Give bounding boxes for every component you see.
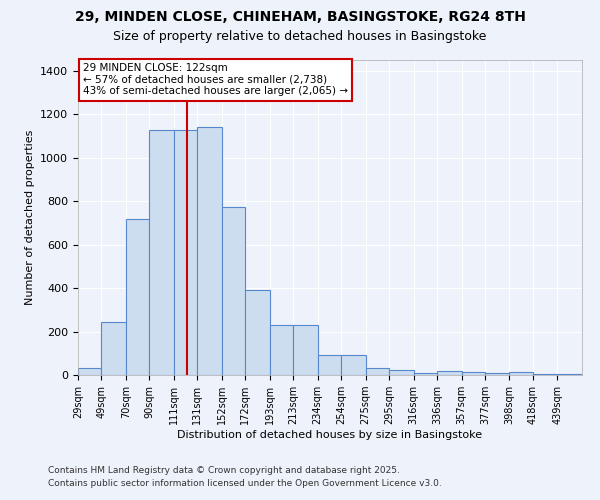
Bar xyxy=(149,130,174,375)
Bar xyxy=(485,373,509,375)
Bar xyxy=(389,370,413,375)
Bar xyxy=(318,356,341,375)
Bar xyxy=(533,374,557,375)
Bar xyxy=(341,356,365,375)
Bar xyxy=(437,371,461,375)
Text: Size of property relative to detached houses in Basingstoke: Size of property relative to detached ho… xyxy=(113,30,487,43)
Bar xyxy=(174,130,197,375)
Text: Contains HM Land Registry data © Crown copyright and database right 2025.
Contai: Contains HM Land Registry data © Crown c… xyxy=(48,466,442,487)
Bar xyxy=(461,372,485,375)
Bar xyxy=(101,322,126,375)
Bar xyxy=(270,325,293,375)
Bar xyxy=(413,373,437,375)
Y-axis label: Number of detached properties: Number of detached properties xyxy=(25,130,35,305)
Bar xyxy=(365,368,389,375)
Bar xyxy=(78,368,101,375)
Bar xyxy=(509,372,533,375)
Text: 29, MINDEN CLOSE, CHINEHAM, BASINGSTOKE, RG24 8TH: 29, MINDEN CLOSE, CHINEHAM, BASINGSTOKE,… xyxy=(74,10,526,24)
Bar xyxy=(126,218,149,375)
Bar xyxy=(557,374,582,375)
X-axis label: Distribution of detached houses by size in Basingstoke: Distribution of detached houses by size … xyxy=(178,430,482,440)
Bar xyxy=(222,206,245,375)
Text: 29 MINDEN CLOSE: 122sqm
← 57% of detached houses are smaller (2,738)
43% of semi: 29 MINDEN CLOSE: 122sqm ← 57% of detache… xyxy=(83,63,348,96)
Bar xyxy=(245,290,270,375)
Bar xyxy=(293,325,318,375)
Bar xyxy=(197,128,222,375)
